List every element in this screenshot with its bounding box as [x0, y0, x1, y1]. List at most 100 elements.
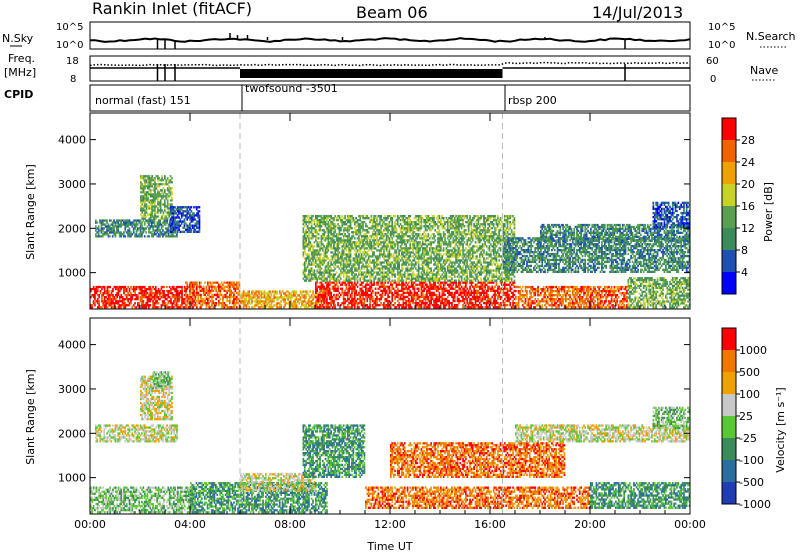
heatmap-cell — [170, 229, 172, 231]
heatmap-cell — [348, 229, 350, 231]
heatmap-cell — [361, 276, 363, 278]
heatmap-cell — [151, 294, 153, 296]
heatmap-cell — [164, 199, 166, 201]
heatmap-cell — [366, 261, 368, 263]
heatmap-cell — [341, 247, 343, 249]
heatmap-cell — [337, 245, 339, 247]
heatmap-cell — [397, 259, 399, 261]
heatmap-cell — [355, 253, 357, 255]
heatmap-cell — [364, 298, 366, 300]
heatmap-cell — [174, 231, 176, 233]
heatmap-cell — [362, 241, 364, 243]
heatmap-cell — [336, 217, 338, 219]
heatmap-cell — [512, 296, 514, 298]
heatmap-cell — [91, 304, 93, 306]
heatmap-cell — [105, 304, 107, 306]
heatmap-cell — [140, 205, 142, 207]
heatmap-cell — [508, 284, 510, 286]
heatmap-cell — [159, 229, 161, 231]
heatmap-cell — [308, 294, 310, 296]
heatmap-cell — [386, 298, 388, 300]
heatmap-cell — [394, 298, 396, 300]
heatmap-cell — [316, 231, 318, 233]
heatmap-cell — [161, 288, 163, 290]
heatmap-cell — [170, 290, 172, 292]
heatmap-cell — [126, 296, 128, 298]
heatmap-cell — [396, 249, 398, 251]
heatmap-cell — [102, 229, 104, 231]
nsearch-tick-bottom: 10^0 — [708, 40, 735, 51]
heatmap-cell — [305, 269, 307, 271]
heatmap-cell — [393, 233, 395, 235]
heatmap-cell — [315, 302, 317, 304]
heatmap-cell — [341, 290, 343, 292]
heatmap-cell — [303, 229, 305, 231]
heatmap-cell — [393, 255, 395, 257]
heatmap-cell — [386, 280, 388, 282]
heatmap-cell — [213, 290, 215, 292]
heatmap-cell — [204, 282, 206, 284]
heatmap-cell — [100, 292, 102, 294]
heatmap-cell — [434, 284, 436, 286]
heatmap-cell — [144, 187, 146, 189]
heatmap-cell — [498, 294, 500, 296]
heatmap-cell — [160, 207, 162, 209]
heatmap-cell — [186, 302, 188, 304]
heatmap-cell — [355, 217, 357, 219]
heatmap-cell — [98, 225, 100, 227]
heatmap-cell — [322, 237, 324, 239]
heatmap-cell — [154, 219, 156, 221]
heatmap-cell — [386, 276, 388, 278]
heatmap-cell — [397, 215, 399, 217]
heatmap-cell — [118, 294, 120, 296]
heatmap-cell — [151, 211, 153, 213]
heatmap-cell — [340, 269, 342, 271]
heatmap-cell — [340, 278, 342, 280]
heatmap-cell — [104, 288, 106, 290]
heatmap-cell — [218, 300, 220, 302]
heatmap-cell — [91, 306, 93, 308]
heatmap-cell — [97, 298, 99, 300]
heatmap-cell — [155, 288, 157, 290]
heatmap-cell — [189, 212, 191, 214]
heatmap-cell — [124, 235, 126, 237]
heatmap-cell — [362, 263, 364, 265]
heatmap-cell — [368, 269, 370, 271]
heatmap-cell — [457, 306, 459, 308]
heatmap-cell — [341, 255, 343, 257]
heatmap-cell — [404, 298, 406, 300]
heatmap-cell — [382, 233, 384, 235]
heatmap-cell — [154, 304, 156, 306]
heatmap-cell — [164, 203, 166, 205]
heatmap-cell — [129, 229, 131, 231]
heatmap-cell — [208, 302, 210, 304]
heatmap-cell — [311, 267, 313, 269]
heatmap-cell — [393, 241, 395, 243]
heatmap-cell — [343, 231, 345, 233]
heatmap-cell — [195, 298, 197, 300]
heatmap-cell — [403, 267, 405, 269]
heatmap-cell — [461, 294, 463, 296]
heatmap-cell — [297, 306, 299, 308]
heatmap-cell — [311, 221, 313, 223]
heatmap-cell — [371, 294, 373, 296]
heatmap-cell — [391, 296, 393, 298]
heatmap-cell — [144, 191, 146, 193]
heatmap-cell — [454, 288, 456, 290]
heatmap-cell — [341, 219, 343, 221]
heatmap-cell — [303, 302, 305, 304]
heatmap-cell — [340, 294, 342, 296]
heatmap-cell — [144, 197, 146, 199]
heatmap-cell — [318, 300, 320, 302]
heatmap-cell — [333, 265, 335, 267]
heatmap-cell — [337, 286, 339, 288]
heatmap-cell — [308, 215, 310, 217]
heatmap-cell — [233, 282, 235, 284]
heatmap-cell — [143, 231, 145, 233]
heatmap-cell — [200, 294, 202, 296]
heatmap-cell — [305, 259, 307, 261]
heatmap-cell — [184, 218, 186, 220]
heatmap-cell — [94, 304, 96, 306]
heatmap-cell — [473, 294, 475, 296]
heatmap-cell — [316, 255, 318, 257]
